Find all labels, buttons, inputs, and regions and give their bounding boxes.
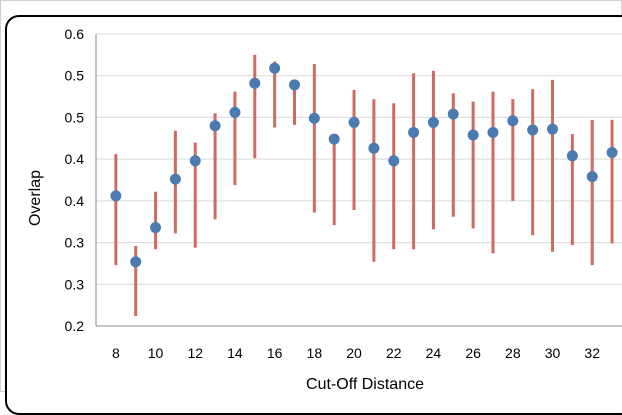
data-points [110,62,618,268]
x-tick-label: 16 [267,345,283,361]
data-point [586,171,598,183]
data-point [150,222,162,234]
x-tick-labels: 8 10 12 14 16 18 20 22 24 26 28 30 32 [112,345,600,361]
error-bars [114,54,614,316]
data-point [427,116,439,128]
x-tick-label: 8 [112,345,120,361]
x-tick-label: 14 [227,345,243,361]
y-tick-label: 0.4 [65,151,85,167]
data-point [249,77,261,89]
data-point [547,123,559,135]
data-point [388,155,400,167]
data-point [606,146,618,158]
x-tick-label: 12 [187,345,203,361]
data-point [169,173,181,185]
data-point [447,108,459,120]
data-point [229,106,241,118]
data-point [328,133,340,145]
data-point [130,256,142,268]
y-tick-label: 0.5 [65,109,85,125]
data-point [269,62,281,74]
x-tick-label: 10 [148,345,164,361]
y-tick-label: 0.3 [65,276,85,292]
x-tick-label: 20 [346,345,362,361]
axes [95,34,622,327]
x-tick-label: 32 [584,345,600,361]
data-point [288,79,300,91]
y-axis-title: Overlap [27,170,44,226]
data-point [507,115,519,127]
data-point [527,124,539,136]
data-point [467,129,479,141]
data-point [368,142,380,154]
x-tick-label: 18 [307,345,323,361]
y-tick-label: 0.3 [65,235,85,251]
data-point [308,112,320,124]
gridlines [96,33,622,285]
data-point [110,190,122,202]
data-point [487,126,499,138]
y-tick-label: 0.6 [65,26,85,42]
x-tick-label: 22 [386,345,402,361]
data-point [348,116,360,128]
x-tick-label: 24 [426,345,442,361]
error-bar-chart: 0.2 0.3 0.3 0.4 0.4 0.5 0.5 0.6 8 10 12 14 16 18 20 22… [27,26,622,392]
x-tick-label: 26 [465,345,481,361]
x-axis-title: Cut-Off Distance [306,376,424,392]
y-tick-labels: 0.2 0.3 0.3 0.4 0.4 0.5 0.5 0.6 [65,26,85,334]
data-point [189,155,201,167]
y-tick-label: 0.2 [65,318,85,334]
y-tick-label: 0.4 [65,193,85,209]
y-tick-label: 0.5 [65,68,85,84]
data-point [566,150,578,162]
x-tick-label: 28 [505,345,521,361]
data-point [408,126,420,138]
data-point [209,120,221,132]
x-tick-label: 30 [545,345,561,361]
